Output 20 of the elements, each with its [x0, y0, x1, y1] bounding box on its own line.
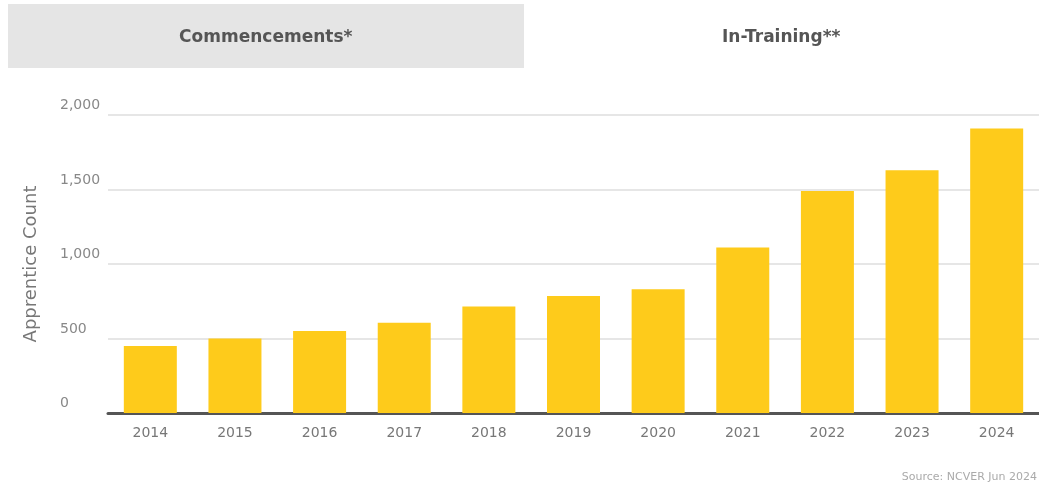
y-tick-label: 0 — [60, 394, 69, 410]
source-note: Source: NCVER Jun 2024 — [901, 470, 1037, 483]
x-tick-label: 2015 — [217, 424, 253, 440]
y-tick-label: 500 — [60, 319, 87, 336]
y-tick-label: 1,500 — [60, 170, 101, 187]
x-tick-label: 2023 — [894, 424, 930, 440]
y-tick-label: 2,000 — [60, 96, 101, 112]
x-tick-label: 2014 — [132, 424, 169, 440]
x-tick-label: 2017 — [386, 424, 423, 440]
x-tick-label: 2019 — [555, 424, 592, 440]
text: Commencements* — [8, 4, 524, 68]
x-tick-label: 2016 — [301, 424, 338, 440]
x-tick-label: 2022 — [809, 424, 846, 440]
y-tick-label: 1,000 — [60, 245, 101, 261]
y-axis-title: Apprentice Count — [18, 185, 40, 343]
x-tick-label: 2021 — [724, 424, 761, 440]
x-tick-label: 2020 — [640, 424, 676, 440]
x-tick-label: 2018 — [471, 424, 507, 440]
x-tick-label: 2024 — [978, 424, 1015, 440]
text: In-Training** — [523, 4, 1039, 68]
